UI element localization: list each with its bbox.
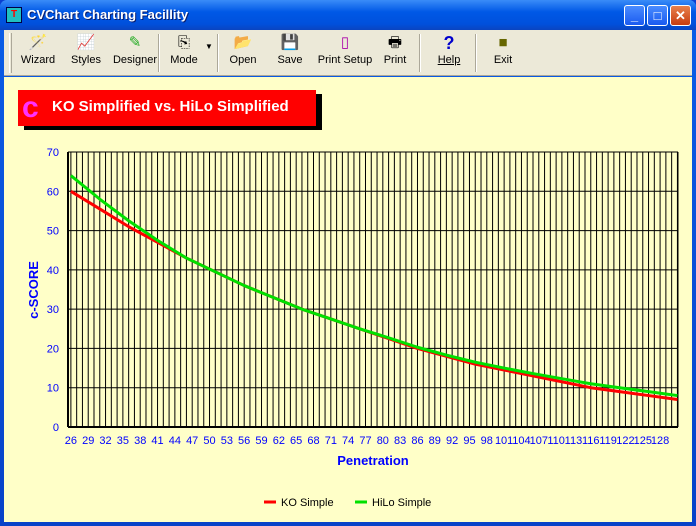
x-tick-label: 62 — [273, 435, 285, 447]
y-tick-label: 10 — [47, 383, 59, 395]
folder-open-icon: 📂 — [233, 34, 253, 51]
x-tick-label: 35 — [117, 435, 129, 447]
y-tick-label: 30 — [47, 304, 59, 316]
y-tick-label: 40 — [47, 265, 59, 277]
x-tick-label: 65 — [290, 435, 302, 447]
mode-button[interactable]: ⎘ Mode — [164, 32, 204, 74]
x-tick-label: 56 — [238, 435, 250, 447]
title-bar: T CVChart Charting Facillity _ □ ✕ — [0, 0, 696, 30]
y-tick-label: 0 — [53, 422, 59, 434]
x-tick-label: 38 — [134, 435, 146, 447]
x-tick-label: 83 — [394, 435, 406, 447]
styles-button[interactable]: 📈 Styles — [66, 32, 106, 74]
y-tick-label: 60 — [47, 186, 59, 198]
close-button[interactable]: ✕ — [670, 5, 691, 26]
x-tick-label: 119 — [599, 435, 617, 447]
separator — [475, 34, 477, 72]
x-tick-label: 89 — [429, 435, 441, 447]
x-tick-label: 26 — [65, 435, 77, 447]
x-tick-label: 128 — [651, 435, 669, 447]
x-tick-label: 125 — [634, 435, 652, 447]
copy-icon: ⎘ — [177, 34, 190, 51]
x-tick-label: 98 — [481, 435, 493, 447]
x-tick-label: 32 — [99, 435, 111, 447]
x-tick-label: 95 — [463, 435, 475, 447]
x-tick-label: 47 — [186, 435, 198, 447]
window-title: CVChart Charting Facillity — [27, 7, 189, 22]
toolbar-grip[interactable] — [9, 33, 12, 73]
wizard-button[interactable]: 🪄 Wizard — [16, 32, 60, 74]
print-button[interactable]: 🖶 Print — [378, 32, 412, 74]
logo-icon: c — [22, 91, 39, 124]
x-tick-label: 116 — [582, 435, 600, 447]
floppy-icon: 💾 — [280, 34, 300, 51]
x-tick-label: 107 — [530, 435, 548, 447]
series-line-hilo — [69, 174, 678, 398]
open-button[interactable]: 📂 Open — [226, 32, 260, 74]
x-tick-label: 59 — [255, 435, 267, 447]
x-tick-label: 71 — [325, 435, 337, 447]
chart-title-banner: c KO Simplified vs. HiLo Simplified — [18, 90, 316, 126]
x-tick-label: 104 — [512, 435, 530, 447]
save-button[interactable]: 💾 Save — [272, 32, 308, 74]
question-icon: ? — [443, 33, 455, 53]
x-tick-label: 101 — [495, 435, 513, 447]
x-tick-label: 41 — [151, 435, 163, 447]
y-tick-label: 20 — [47, 343, 59, 355]
app-icon: T — [6, 7, 22, 23]
series-line-ko — [70, 190, 678, 401]
x-tick-label: 53 — [221, 435, 233, 447]
pen-icon: ✎ — [128, 34, 142, 51]
printer-icon: 🖶 — [387, 34, 403, 51]
legend-label: KO Simple — [281, 497, 334, 509]
x-tick-label: 110 — [547, 435, 565, 447]
exit-icon: ■ — [498, 34, 508, 51]
x-tick-label: 113 — [565, 435, 583, 447]
print-setup-button[interactable]: ▯ Print Setup — [314, 32, 376, 74]
x-tick-label: 44 — [169, 435, 181, 447]
x-tick-label: 68 — [307, 435, 319, 447]
exit-button[interactable]: ■ Exit — [488, 32, 518, 74]
separator — [419, 34, 421, 72]
designer-button[interactable]: ✎ Designer — [110, 32, 160, 74]
x-tick-label: 77 — [359, 435, 371, 447]
x-tick-label: 92 — [446, 435, 458, 447]
x-tick-label: 80 — [377, 435, 389, 447]
help-button[interactable]: ? Help — [432, 32, 466, 74]
maximize-button[interactable]: □ — [647, 5, 668, 26]
mode-dropdown-arrow[interactable]: ▼ — [205, 42, 213, 51]
x-tick-label: 29 — [82, 435, 94, 447]
legend-label: HiLo Simple — [372, 497, 431, 509]
page-icon: ▯ — [340, 34, 350, 51]
y-tick-label: 50 — [47, 226, 59, 238]
wand-icon: 🪄 — [28, 34, 48, 51]
toolbar: 🪄 Wizard 📈 Styles ✎ Designer ⎘ Mode ▼ 📂 Open … — [4, 30, 692, 76]
chart-styles-icon: 📈 — [76, 34, 96, 51]
chart-title: KO Simplified vs. HiLo Simplified — [52, 98, 289, 115]
y-axis-label: c-SCORE — [26, 261, 41, 319]
separator — [158, 34, 160, 72]
separator — [217, 34, 219, 72]
x-tick-label: 86 — [411, 435, 423, 447]
x-tick-label: 122 — [616, 435, 634, 447]
y-tick-label: 70 — [47, 147, 59, 159]
x-tick-label: 50 — [203, 435, 215, 447]
x-axis-label: Penetration — [337, 453, 409, 468]
minimize-button[interactable]: _ — [624, 5, 645, 26]
x-tick-label: 74 — [342, 435, 354, 447]
